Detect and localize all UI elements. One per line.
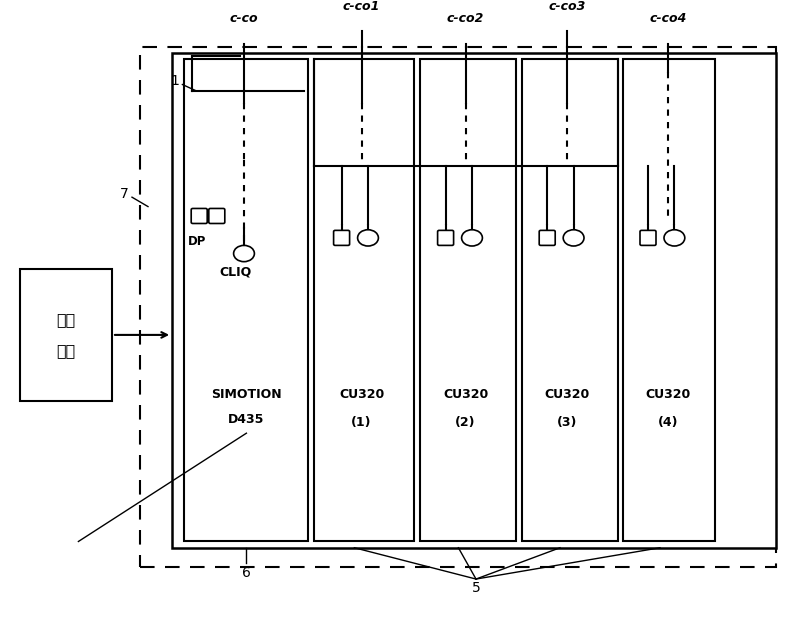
Bar bbox=[314, 59, 414, 541]
Text: CU320: CU320 bbox=[545, 388, 590, 401]
Text: CU320: CU320 bbox=[646, 388, 690, 401]
Text: DP: DP bbox=[188, 235, 206, 247]
Bar bbox=[184, 59, 308, 541]
Text: 人机: 人机 bbox=[56, 312, 76, 327]
FancyBboxPatch shape bbox=[640, 230, 656, 245]
Bar bbox=[20, 269, 112, 401]
FancyBboxPatch shape bbox=[209, 208, 225, 223]
Text: (4): (4) bbox=[658, 416, 678, 429]
Circle shape bbox=[462, 230, 482, 246]
Text: c-co4: c-co4 bbox=[650, 12, 686, 25]
Circle shape bbox=[563, 230, 584, 246]
Text: 界面: 界面 bbox=[56, 343, 76, 358]
Text: (1): (1) bbox=[351, 416, 372, 429]
Text: c-co: c-co bbox=[230, 12, 258, 25]
Text: 7: 7 bbox=[120, 187, 128, 201]
Bar bbox=[172, 53, 776, 548]
Text: 1: 1 bbox=[170, 74, 179, 88]
FancyBboxPatch shape bbox=[539, 230, 555, 245]
Bar bbox=[420, 59, 516, 541]
Text: 6: 6 bbox=[242, 566, 251, 580]
Text: c-co1: c-co1 bbox=[343, 0, 380, 13]
Bar bbox=[623, 59, 715, 541]
Text: (3): (3) bbox=[557, 416, 578, 429]
Text: CU320: CU320 bbox=[443, 388, 488, 401]
Circle shape bbox=[664, 230, 685, 246]
Text: CU320: CU320 bbox=[339, 388, 384, 401]
Circle shape bbox=[358, 230, 378, 246]
Text: D435: D435 bbox=[228, 413, 265, 426]
Bar bbox=[140, 47, 776, 567]
Text: 5: 5 bbox=[472, 582, 480, 595]
Circle shape bbox=[234, 245, 254, 262]
FancyBboxPatch shape bbox=[191, 208, 207, 223]
FancyBboxPatch shape bbox=[334, 230, 350, 245]
Bar bbox=[522, 59, 618, 541]
Text: SIMOTION: SIMOTION bbox=[211, 388, 282, 401]
Text: c-co2: c-co2 bbox=[447, 12, 484, 25]
Text: c-co3: c-co3 bbox=[549, 0, 586, 13]
Text: CLIQ: CLIQ bbox=[219, 266, 251, 279]
Text: (2): (2) bbox=[455, 416, 476, 429]
FancyBboxPatch shape bbox=[438, 230, 454, 245]
